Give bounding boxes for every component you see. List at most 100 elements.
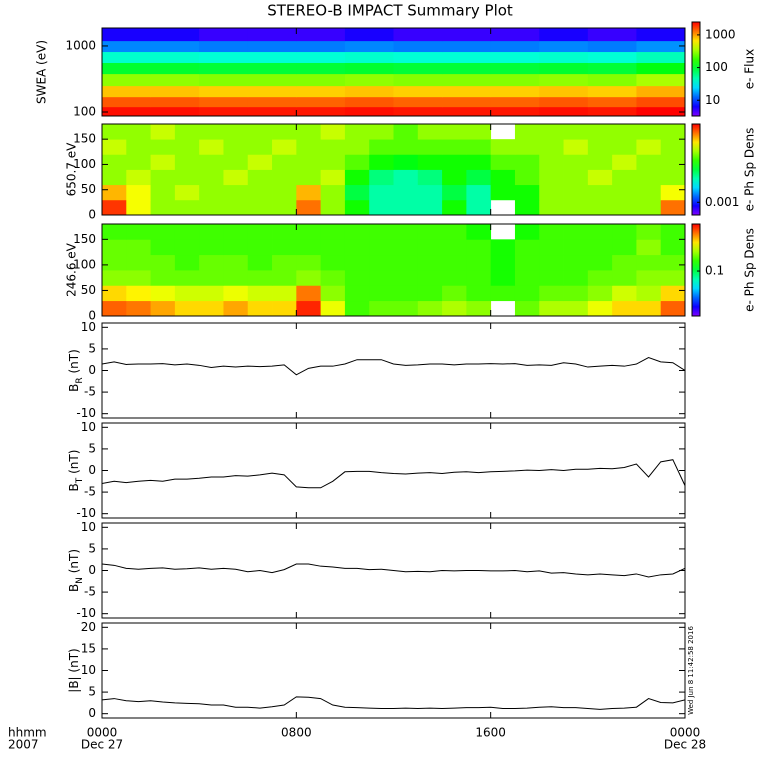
heatmap-cell xyxy=(150,62,200,75)
heatmap-cell xyxy=(636,28,685,42)
y-tick-label: -10 xyxy=(76,406,96,420)
heatmap-cell xyxy=(296,199,322,215)
data-line xyxy=(102,696,685,710)
y-axis-label: 246.6 eV xyxy=(65,242,79,297)
y-tick-label: 5 xyxy=(88,441,96,455)
heatmap-cell xyxy=(296,106,346,116)
heatmap-cell xyxy=(126,254,151,271)
heatmap-cell xyxy=(199,51,249,63)
heatmap-cell xyxy=(587,254,613,271)
heatmap-cell xyxy=(563,124,589,140)
heatmap-cell xyxy=(636,224,662,240)
heatmap-cell xyxy=(417,139,443,155)
heatmap-cell xyxy=(126,270,151,286)
heatmap-cell xyxy=(442,28,492,42)
heatmap-cell xyxy=(199,139,224,155)
heatmap-cell xyxy=(539,199,564,215)
heatmap-cell xyxy=(272,224,297,240)
heatmap-cell xyxy=(490,96,540,108)
heatmap-cell xyxy=(393,224,419,240)
data-line xyxy=(102,459,685,489)
heatmap-cell xyxy=(466,124,492,140)
heatmap-cell xyxy=(490,139,516,155)
heatmap-cell xyxy=(539,96,589,108)
heatmap-cell xyxy=(126,154,151,170)
heatmap-cell xyxy=(587,270,613,286)
heatmap-cell xyxy=(587,224,613,240)
heatmap-cell xyxy=(369,224,394,240)
heatmap-cell xyxy=(199,154,224,170)
heatmap-cell xyxy=(369,154,394,170)
heatmap-cell xyxy=(150,139,176,155)
heatmap-cell xyxy=(320,124,346,140)
heatmap-cell xyxy=(199,300,224,316)
heatmap-cell xyxy=(442,40,492,53)
heatmap-cell xyxy=(393,270,419,286)
heatmap-cell xyxy=(272,300,297,316)
heatmap-cell xyxy=(660,254,685,271)
heatmap-cell xyxy=(247,270,273,286)
heatmap-cell xyxy=(636,270,662,286)
heatmap-cell xyxy=(272,169,297,186)
heatmap-cell xyxy=(150,239,176,256)
x-tick-label: 0000 xyxy=(670,726,701,740)
panel: BN (nT) -10 -5 0 5 10 xyxy=(67,520,686,620)
heatmap-cell xyxy=(490,51,540,63)
heatmap-cell xyxy=(344,285,370,302)
y-tick-label: -10 xyxy=(76,506,96,520)
heatmap-cell xyxy=(102,154,127,170)
heatmap-cell xyxy=(199,62,249,75)
heatmap-cell xyxy=(587,106,637,116)
y-tick-label: 10 xyxy=(81,320,96,334)
heatmap-cell xyxy=(223,124,249,140)
heatmap-cell xyxy=(466,199,492,215)
plot-frame xyxy=(101,322,686,419)
heatmap-cell xyxy=(174,285,200,302)
heatmap-cell xyxy=(102,285,127,302)
heatmap-cell xyxy=(223,184,249,201)
heatmap-cell xyxy=(539,73,589,87)
y-tick-label: 1000 xyxy=(65,38,96,52)
heatmap-cell xyxy=(247,28,297,42)
heatmap-cell xyxy=(514,169,540,186)
heatmap-cell xyxy=(296,51,346,63)
heatmap-cell xyxy=(344,239,370,256)
heatmap-cell xyxy=(102,199,127,215)
heatmap-cell xyxy=(199,239,224,256)
heatmap-cell xyxy=(539,169,564,186)
heatmap-cell xyxy=(174,239,200,256)
heatmap-cell xyxy=(344,184,370,201)
heatmap-cell xyxy=(587,51,637,63)
heatmap-cell xyxy=(612,154,637,170)
x-date-label: Dec 28 xyxy=(664,738,706,752)
y-tick-label: -10 xyxy=(76,606,96,620)
y-axis-label: 650.7 eV xyxy=(65,142,79,197)
y-axis-label: BR (nT) xyxy=(67,349,85,392)
heatmap-cell xyxy=(174,224,200,240)
heatmap-cell xyxy=(272,139,297,155)
heatmap-cell xyxy=(296,254,322,271)
heatmap-cell xyxy=(514,270,540,286)
heatmap-cell xyxy=(320,300,346,316)
heatmap-cell xyxy=(393,51,443,63)
heatmap-cell xyxy=(490,154,516,170)
heatmap-cell xyxy=(199,28,249,42)
heatmap-cell xyxy=(514,124,540,140)
heatmap-cell xyxy=(563,199,589,215)
heatmap-cell xyxy=(490,184,516,201)
heatmap-cell xyxy=(612,270,637,286)
y-tick-label: 5 xyxy=(88,341,96,355)
heatmap-cell xyxy=(466,184,492,201)
heatmap-cell xyxy=(636,169,662,186)
heatmap-cell xyxy=(442,154,467,170)
heatmap-cell xyxy=(563,270,589,286)
heatmap-cell xyxy=(369,139,394,155)
colorbar xyxy=(691,21,701,117)
heatmap-cell xyxy=(223,169,249,186)
heatmap-cell xyxy=(102,40,151,53)
heatmap-cell xyxy=(393,139,419,155)
heatmap-cell xyxy=(369,239,394,256)
heatmap-cell xyxy=(563,169,589,186)
heatmap-cell xyxy=(539,154,564,170)
